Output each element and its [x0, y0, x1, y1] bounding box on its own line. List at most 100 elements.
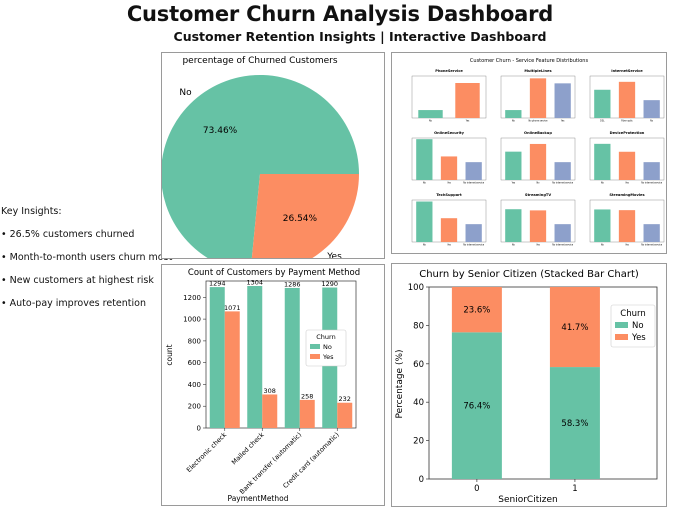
subplot-bar [465, 224, 482, 242]
payment-xlabel: PaymentMethod [228, 494, 289, 503]
senior-title: Churn by Senior Citizen (Stacked Bar Cha… [419, 269, 639, 280]
subplot-bar [465, 162, 482, 180]
payment-category-label: Mailed check [230, 431, 266, 467]
subplot-tick-label: No [423, 244, 427, 247]
payment-bar [209, 287, 225, 428]
subplot-tick-label: No [601, 244, 605, 247]
payment-category-label: Bank transfer (automatic) [238, 431, 303, 496]
legend-swatch [615, 334, 628, 340]
subplot-bar [554, 83, 571, 118]
legend-label: Yes [322, 353, 334, 361]
subplot-tick-label: Yes [447, 244, 451, 247]
subplot-bar [618, 151, 636, 180]
senior-citizen-chart: Churn by Senior Citizen (Stacked Bar Cha… [395, 269, 658, 505]
payment-value-label: 1290 [321, 280, 338, 288]
pie-chart-panel: percentage of Churned Customers 73.46% No… [161, 52, 385, 273]
subplot-title: InternetService [611, 69, 643, 73]
payment-bar [247, 286, 263, 428]
payment-bar [284, 287, 300, 428]
insights-title: Key Insights: [1, 206, 62, 217]
pie-value-label: 73.46% [203, 126, 238, 136]
subplot-bar [505, 209, 522, 242]
y-tick-label: 80 [413, 321, 424, 331]
subplot-frame [411, 75, 487, 119]
subplot-title: StreamingMovies [609, 193, 644, 197]
subplot-tick-label: No phone service [528, 120, 548, 123]
y-tick-label: 200 [188, 403, 201, 411]
subplot-tick-label: Yes [625, 244, 629, 247]
x-tick-label: 0 [474, 484, 479, 494]
subplot-bar [643, 224, 660, 242]
legend-label: No [323, 343, 332, 351]
payment-category-label: Electronic check [185, 431, 228, 474]
subplot-bar [554, 224, 571, 242]
payment-method-chart: Count of Customers by Payment Method Pay… [165, 268, 360, 503]
payment-value-label: 1286 [284, 280, 301, 288]
subplot-tick-label: Yes [536, 244, 540, 247]
subplot-tick-label: Yes [625, 182, 629, 185]
subplot-tick-label: No internet service [552, 244, 574, 247]
subplot-bar [416, 139, 433, 180]
subplot-tick-label: No [537, 182, 541, 185]
y-tick-label: 60 [413, 360, 424, 370]
service-distribution-panel: Customer Churn - Service Feature Distrib… [391, 52, 667, 254]
subplot-bar [594, 209, 611, 242]
service-title: Customer Churn - Service Feature Distrib… [470, 58, 589, 64]
legend-title: Churn [316, 333, 335, 341]
segment-value-label: 23.6% [463, 306, 490, 316]
subplot-bar [643, 100, 660, 118]
payment-bar [299, 399, 315, 428]
subplot-bar [416, 201, 433, 242]
subplot-bar [643, 162, 660, 180]
subplot-title: PhoneService [435, 69, 463, 73]
subplot-bar [418, 110, 443, 118]
y-tick-label: 0 [197, 425, 201, 433]
y-tick-label: 20 [413, 437, 424, 447]
stacked-bar-segment [451, 287, 502, 333]
plot-frame [205, 280, 357, 429]
subplot-tick-label: Yes [466, 120, 470, 123]
subplot-tick-label: No [423, 182, 427, 185]
subplot-bar [594, 89, 611, 118]
subplot-bar [440, 156, 458, 180]
segment-value-label: 41.7% [561, 323, 588, 333]
subplot-tick-label: Yes [561, 120, 565, 123]
subplot-bar [505, 151, 522, 180]
y-tick-label: 600 [188, 359, 201, 367]
subplot-title: OnlineBackup [524, 131, 552, 135]
payment-bar [337, 402, 353, 428]
subplot-bar [554, 162, 571, 180]
dashboard-title: Customer Churn Analysis Dashboard [126, 2, 554, 26]
subplot-bar [529, 78, 547, 118]
y-tick-label: 0 [419, 475, 424, 485]
subplot-tick-label: No [512, 120, 516, 123]
y-tick-label: 100 [408, 283, 424, 293]
stacked-bar-segment [549, 287, 600, 368]
legend-swatch [310, 354, 320, 359]
subplot-title: TechSupport [436, 193, 462, 197]
pie-category-label: Yes [326, 252, 342, 258]
payment-bar [224, 311, 240, 428]
payment-value-label: 258 [301, 392, 313, 400]
subplot-bar [594, 143, 611, 180]
payment-value-label: 308 [264, 387, 276, 395]
senior-ylabel: Percentage (%) [395, 349, 405, 418]
subplot-bar [529, 143, 547, 180]
subplot-bar [505, 110, 522, 118]
payment-value-label: 1071 [224, 304, 241, 312]
payment-ylabel: count [165, 344, 174, 365]
subplot-tick-label: DSL [600, 120, 605, 123]
payment-title: Count of Customers by Payment Method [188, 268, 360, 278]
payment-value-label: 1304 [246, 279, 263, 287]
payment-value-label: 1294 [209, 280, 226, 288]
subplot-tick-label: Fiber optic [621, 120, 633, 123]
payment-bar [262, 394, 278, 428]
subplot-tick-label: Yes [447, 182, 451, 185]
pie-slice [250, 174, 359, 273]
segment-value-label: 58.3% [561, 419, 588, 429]
plot-frame [428, 286, 658, 480]
subplot-title: OnlineSecurity [434, 131, 465, 135]
subplot-bar [618, 81, 636, 118]
subplot-tick-label: Yes [512, 182, 516, 185]
senior-xlabel: SeniorCitizen [498, 495, 557, 505]
